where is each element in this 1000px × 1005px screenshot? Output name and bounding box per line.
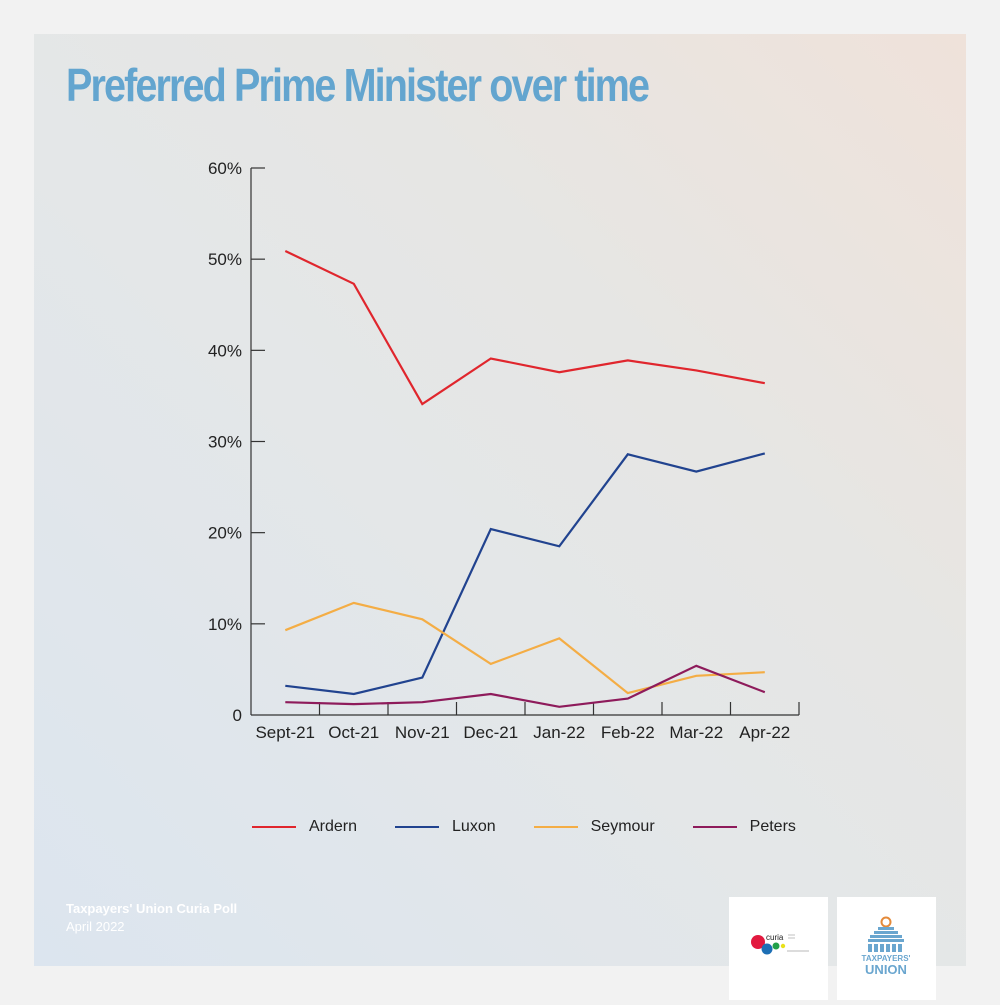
y-tick-label: 40% xyxy=(208,341,242,360)
y-tick-label: 30% xyxy=(208,433,242,452)
x-tick-label: Sept-21 xyxy=(255,723,315,742)
curia-logo-text: curia xyxy=(766,933,784,942)
x-tick-label: Mar-22 xyxy=(669,723,723,742)
series-line-ardern xyxy=(285,251,765,404)
legend-swatch xyxy=(252,826,296,828)
legend-swatch xyxy=(693,826,737,828)
y-tick-label: 0 xyxy=(233,706,242,725)
series-line-seymour xyxy=(285,603,765,693)
x-tick-label: Oct-21 xyxy=(328,723,379,742)
legend-label: Ardern xyxy=(309,818,357,836)
series-line-peters xyxy=(285,666,765,707)
footer-date: April 2022 xyxy=(66,918,237,936)
series-line-luxon xyxy=(285,453,765,694)
y-tick-label: 10% xyxy=(208,615,242,634)
taxpayers-union-logo: TAXPAYERS' UNION xyxy=(837,897,936,1000)
y-tick-label: 20% xyxy=(208,524,242,543)
legend-label: Peters xyxy=(750,818,796,836)
x-tick-label: Feb-22 xyxy=(601,723,655,742)
y-tick-label: 60% xyxy=(208,159,242,178)
footer: Taxpayers' Union Curia Poll April 2022 xyxy=(66,900,237,936)
legend-item-ardern: Ardern xyxy=(252,818,357,836)
x-axis-ticks: Sept-21 Oct-21 Nov-21 Dec-21 Jan-22 Feb-22 Mar… xyxy=(255,702,799,742)
taxpayers-union-logo-icon: TAXPAYERS' UNION xyxy=(837,897,936,1000)
legend: Ardern Luxon Seymour Peters xyxy=(252,818,834,836)
x-tick-label: Dec-21 xyxy=(463,723,518,742)
taxpayers-union-text-2: UNION xyxy=(865,962,907,977)
y-tick-label: 50% xyxy=(208,250,242,269)
legend-label: Luxon xyxy=(452,818,496,836)
axes xyxy=(251,168,799,715)
x-tick-label: Nov-21 xyxy=(395,723,450,742)
series-lines xyxy=(285,251,765,707)
footer-source: Taxpayers' Union Curia Poll xyxy=(66,900,237,918)
legend-swatch xyxy=(395,826,439,828)
y-axis-ticks: 0 10% 20% 30% 40% 50% 60% xyxy=(208,159,265,725)
legend-swatch xyxy=(534,826,578,828)
curia-logo: curia xyxy=(729,897,828,1000)
x-tick-label: Jan-22 xyxy=(533,723,585,742)
legend-item-peters: Peters xyxy=(693,818,796,836)
legend-item-luxon: Luxon xyxy=(395,818,496,836)
x-tick-label: Apr-22 xyxy=(739,723,790,742)
curia-logo-icon: curia xyxy=(729,897,828,1000)
legend-label: Seymour xyxy=(591,818,655,836)
legend-item-seymour: Seymour xyxy=(534,818,655,836)
